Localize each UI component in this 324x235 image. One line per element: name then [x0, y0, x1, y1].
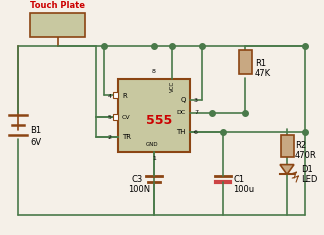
Text: GND: GND — [146, 142, 158, 147]
Text: TR: TR — [122, 134, 131, 140]
Text: CV: CV — [122, 115, 131, 120]
Text: 100u: 100u — [233, 184, 254, 194]
Text: 100N: 100N — [128, 184, 150, 194]
Text: 3: 3 — [194, 98, 198, 102]
Text: 7: 7 — [194, 110, 198, 115]
Text: Q: Q — [180, 97, 186, 103]
Text: 2: 2 — [108, 135, 112, 140]
Polygon shape — [280, 164, 294, 174]
Text: C3: C3 — [132, 175, 143, 184]
Text: 1: 1 — [152, 156, 156, 161]
Bar — [118, 78, 190, 152]
Text: R: R — [122, 93, 127, 99]
Bar — [113, 114, 118, 120]
Text: VCC: VCC — [169, 81, 175, 92]
Text: 5: 5 — [108, 115, 112, 120]
Text: 8: 8 — [152, 69, 156, 74]
Text: TH: TH — [177, 129, 186, 135]
Text: DC: DC — [177, 110, 186, 115]
Bar — [238, 50, 251, 74]
Bar — [113, 92, 118, 98]
Text: B1: B1 — [30, 126, 41, 135]
Text: Touch Plate: Touch Plate — [30, 1, 85, 10]
Bar — [281, 135, 294, 157]
Text: 6V: 6V — [30, 138, 41, 147]
Text: R2: R2 — [295, 141, 306, 150]
Text: 47K: 47K — [255, 69, 271, 78]
Bar — [30, 13, 85, 37]
Text: 470R: 470R — [295, 151, 317, 160]
Text: LED: LED — [301, 175, 318, 184]
Text: 4: 4 — [108, 94, 112, 99]
Text: 6: 6 — [194, 130, 198, 135]
Text: C1: C1 — [233, 175, 244, 184]
Text: D1: D1 — [301, 165, 313, 174]
Text: 555: 555 — [146, 114, 172, 127]
Text: R1: R1 — [255, 59, 266, 68]
